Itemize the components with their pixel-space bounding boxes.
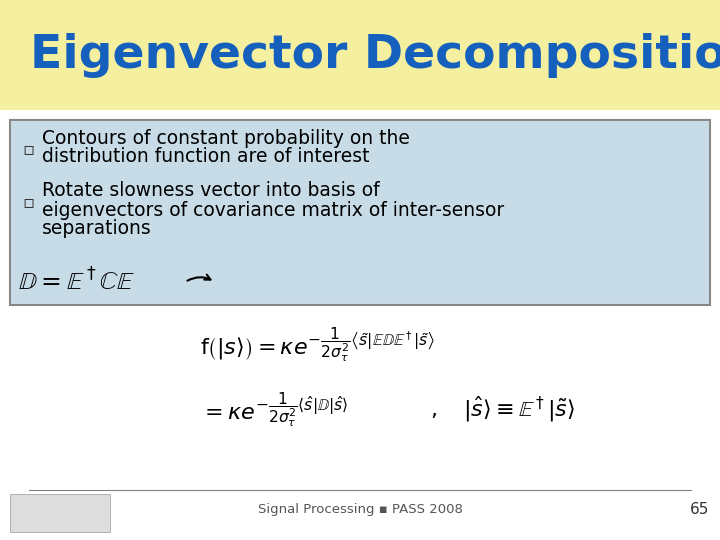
Text: $\mathrm{f}\left(|s\rangle\right) = \kappa e^{-\dfrac{1}{2\sigma_\tau^2}\left\la: $\mathrm{f}\left(|s\rangle\right) = \kap… (200, 325, 436, 365)
FancyBboxPatch shape (0, 0, 720, 110)
Text: $= \kappa e^{-\dfrac{1}{2\sigma_\tau^2}\langle\hat{s}|\mathbb{D}|\hat{s}\rangle}: $= \kappa e^{-\dfrac{1}{2\sigma_\tau^2}\… (200, 390, 348, 430)
Text: $,\quad |\hat{s}\rangle \equiv \mathbb{E}^\dagger |\tilde{s}\rangle$: $,\quad |\hat{s}\rangle \equiv \mathbb{E… (430, 395, 575, 425)
Text: 65: 65 (690, 503, 710, 517)
FancyBboxPatch shape (10, 120, 710, 305)
Text: Eigenvector Decomposition: Eigenvector Decomposition (30, 32, 720, 78)
Text: eigenvectors of covariance matrix of inter-sensor: eigenvectors of covariance matrix of int… (42, 200, 504, 219)
Text: distribution function are of interest: distribution function are of interest (42, 147, 369, 166)
FancyBboxPatch shape (10, 494, 110, 532)
Text: Rotate slowness vector into basis of: Rotate slowness vector into basis of (42, 181, 379, 200)
Text: Signal Processing ▪ PASS 2008: Signal Processing ▪ PASS 2008 (258, 503, 462, 516)
Text: Contours of constant probability on the: Contours of constant probability on the (42, 129, 410, 147)
Text: ▫: ▫ (22, 194, 35, 212)
Text: $\mathbb{D} = \mathbb{E}^\dagger\mathbb{C}\mathbb{E}$: $\mathbb{D} = \mathbb{E}^\dagger\mathbb{… (18, 268, 135, 295)
Text: ▫: ▫ (22, 141, 35, 159)
Text: separations: separations (42, 219, 152, 239)
